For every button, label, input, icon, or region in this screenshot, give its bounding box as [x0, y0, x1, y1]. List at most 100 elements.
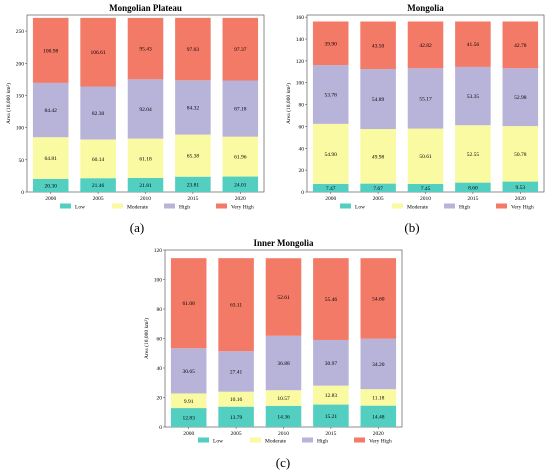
y-tick-label: 40: [157, 366, 163, 372]
y-tick-label: 60: [299, 124, 305, 130]
data-label: 87.18: [234, 107, 247, 113]
bar-segment-moderate: [407, 128, 444, 184]
bar-segment-high: [502, 68, 539, 127]
bar-segment-moderate: [218, 391, 254, 407]
legend-swatch: [112, 203, 123, 209]
bar-segment-low: [175, 176, 211, 192]
chart-title: Inner Mongolia: [253, 238, 314, 248]
bar-segment-moderate: [265, 390, 302, 406]
y-tick-label: 100: [296, 81, 305, 87]
y-tick-label: 20: [299, 168, 305, 174]
bar-segment-low: [218, 406, 254, 427]
data-label: 10.16: [230, 397, 243, 403]
data-label: 53.35: [467, 94, 480, 100]
legend-label: Very High: [231, 205, 254, 211]
y-tick-label: 0: [301, 190, 304, 196]
bar-segment-very-high: [175, 17, 211, 81]
legend-swatch: [444, 203, 455, 209]
y-tick-label: 120: [296, 59, 305, 65]
y-tick-label: 80: [157, 307, 163, 313]
bar-segment-very-high: [502, 21, 539, 69]
y-tick-label: 120: [154, 248, 163, 254]
bar-segment-very-high: [360, 258, 397, 339]
data-label: 49.98: [372, 154, 385, 160]
y-axis-label: Area (10,000 km²): [5, 83, 12, 124]
bar-segment-high: [360, 338, 397, 390]
bar-segment-very-high: [407, 21, 444, 69]
legend-swatch: [198, 437, 209, 443]
data-label: 15.21: [325, 414, 338, 420]
bar-segment-high: [127, 79, 164, 139]
bar-segment-very-high: [360, 21, 396, 70]
data-label: 97.03: [187, 47, 200, 53]
y-tick-label: 140: [296, 37, 305, 43]
bar-segment-high: [312, 65, 349, 124]
data-label: 53.78: [325, 92, 338, 98]
legend-label: High: [179, 205, 190, 211]
y-tick-label: 250: [16, 29, 25, 35]
bar-segment-moderate: [222, 136, 259, 177]
legend-label: Moderate: [407, 205, 429, 211]
data-label: 54.60: [372, 296, 385, 302]
data-label: 7.67: [373, 186, 383, 192]
data-label: 14.48: [372, 414, 385, 420]
data-label: 50.61: [419, 154, 432, 160]
data-label: 13.79: [230, 415, 243, 421]
panel-letter: (c): [276, 455, 290, 470]
data-label: 9.91: [184, 399, 194, 405]
bar-segment-low: [360, 405, 397, 427]
legend-swatch: [60, 203, 71, 209]
bar-segment-moderate: [80, 139, 116, 179]
data-label: 100.98: [43, 48, 58, 54]
data-label: 21.81: [139, 183, 152, 189]
bar-segment-low: [407, 183, 444, 192]
y-tick-label: 50: [19, 158, 25, 164]
data-label: 84.42: [45, 108, 58, 114]
bar-segment-moderate: [502, 126, 539, 182]
bar-segment-moderate: [32, 137, 69, 179]
bar-segment-high: [455, 66, 491, 126]
bar-segment-low: [455, 182, 491, 192]
legend-label: Moderate: [127, 205, 149, 211]
y-tick-label: 200: [16, 61, 25, 67]
x-tick-label: 2020: [373, 431, 384, 437]
bar-segment-low: [502, 181, 539, 192]
legend-label: High: [317, 439, 328, 445]
y-tick-label: 100: [154, 278, 163, 284]
bar-segment-high: [222, 80, 259, 137]
bar-segment-very-high: [313, 258, 349, 340]
legend-swatch: [216, 203, 227, 209]
bar-segment-high: [360, 69, 396, 130]
y-tick-label: 150: [16, 93, 25, 99]
bar-segment-high: [175, 80, 211, 135]
y-tick-label: 80: [299, 103, 305, 109]
bar-segment-low: [80, 178, 116, 192]
data-label: 21.46: [92, 183, 105, 189]
bar-segment-low: [222, 176, 259, 192]
bar-segment-moderate: [170, 393, 207, 409]
bar-segment-high: [218, 351, 254, 392]
data-label: 41.56: [467, 42, 480, 48]
data-label: 50.78: [514, 152, 527, 158]
y-tick-label: 40: [299, 146, 305, 152]
data-label: 61.96: [234, 155, 247, 161]
bar-segment-moderate: [455, 125, 491, 183]
data-label: 65.38: [187, 154, 200, 160]
data-label: 42.82: [419, 43, 432, 49]
legend-swatch: [354, 437, 365, 443]
data-label: 30.65: [183, 369, 196, 375]
legend-swatch: [302, 437, 313, 443]
data-label: 11.18: [372, 395, 384, 401]
bar-segment-moderate: [175, 134, 211, 177]
data-label: 92.04: [139, 107, 152, 113]
bar-segment-very-high: [80, 17, 116, 87]
data-label: 36.88: [277, 361, 290, 367]
y-axis-label: Area (10,000 km²): [143, 318, 150, 359]
bar-segment-moderate: [360, 129, 396, 184]
data-label: 9.53: [515, 185, 525, 191]
legend-label: Very High: [511, 205, 534, 211]
bar-segment-high: [265, 335, 302, 391]
x-tick-label: 2000: [325, 196, 336, 202]
data-label: 27.41: [230, 369, 243, 375]
bar-segment-very-high: [265, 258, 302, 336]
